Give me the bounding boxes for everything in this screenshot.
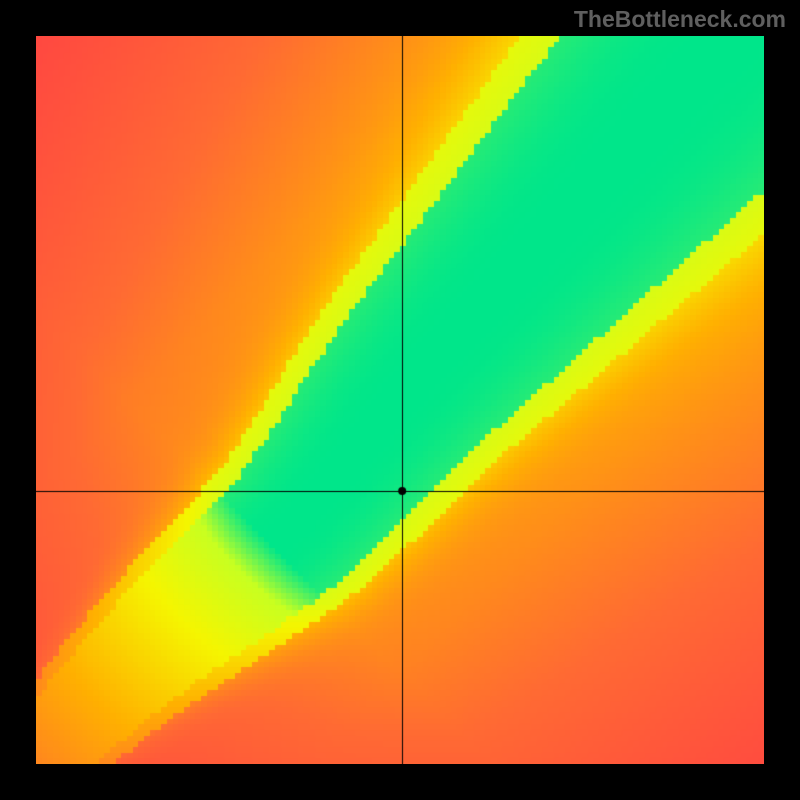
- bottleneck-heatmap: [36, 36, 764, 764]
- chart-container: TheBottleneck.com: [0, 0, 800, 800]
- watermark-text: TheBottleneck.com: [574, 6, 786, 33]
